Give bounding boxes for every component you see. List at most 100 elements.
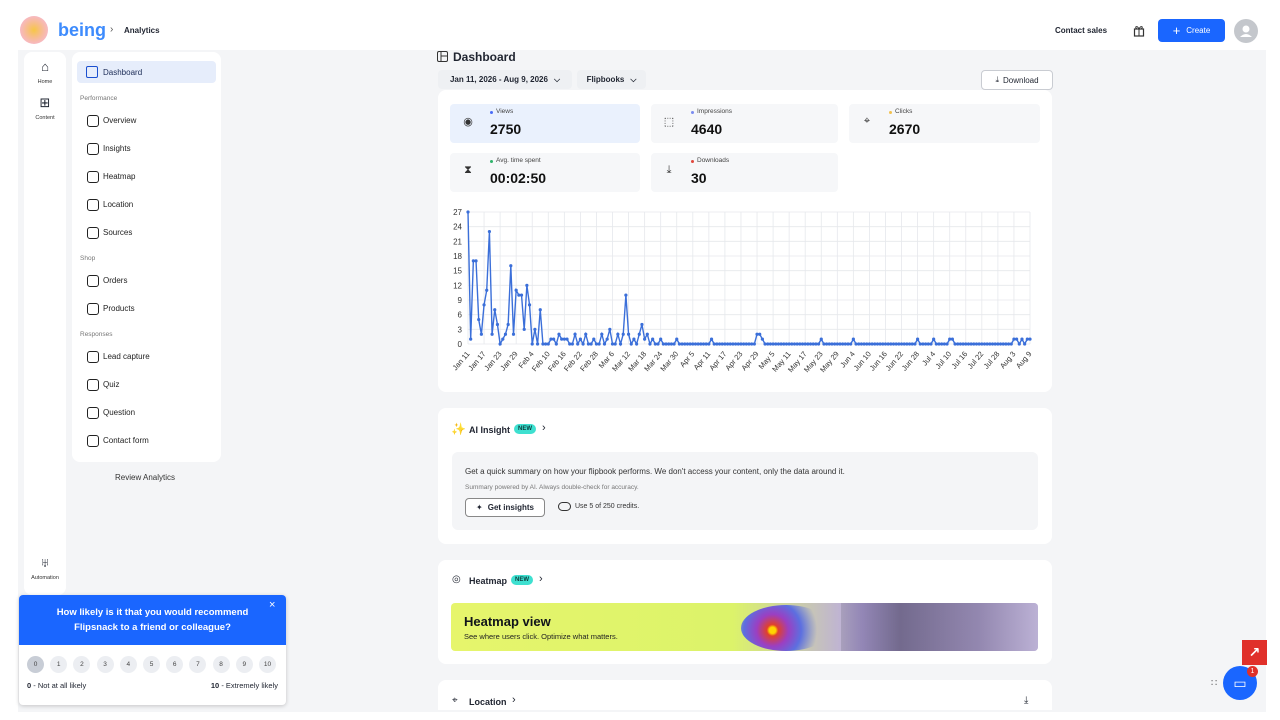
nav-icon[interactable] [87,227,99,239]
scale-option[interactable]: 7 [189,656,207,673]
scale-option[interactable]: 2 [73,656,91,673]
scale-option[interactable]: 4 [119,656,137,673]
nav-item[interactable]: Insights [103,144,131,153]
point [760,337,764,341]
review-analytics[interactable]: Review Analytics [115,473,176,482]
scale-option[interactable]: 5 [143,656,160,673]
nav-icon[interactable] [87,275,99,287]
point [605,337,609,341]
rail-icon[interactable]: ♅ [40,555,50,570]
nav-icon[interactable] [87,199,99,211]
nav-item[interactable]: Heatmap [103,172,136,181]
nav-icon[interactable] [87,143,99,155]
point [546,342,550,346]
heatmap-title[interactable]: Heatmap [469,576,508,586]
point [549,337,553,341]
point [734,342,738,346]
rail-icon[interactable]: ⌂ [41,59,49,74]
rail-icon[interactable]: ⊞ [39,95,51,110]
breadcrumb[interactable]: Analytics [124,26,160,35]
brand[interactable]: being [58,20,106,40]
header [0,12,1280,50]
point [854,342,858,346]
stat-card[interactable]: ⧗ Avg. time spent 00:02:50 [450,153,640,192]
heatmap-banner[interactable]: Heatmap view See where users click. Opti… [451,603,1038,651]
point [1004,342,1008,346]
chevron[interactable]: › [542,422,546,434]
point [535,342,540,346]
flipsnack-button[interactable]: ↗ [1242,640,1267,665]
point [653,342,657,346]
nav-icon[interactable] [87,407,99,419]
download-icon[interactable]: ⤓ [1024,695,1029,706]
scale-option[interactable]: 6 [166,656,184,673]
nav-item[interactable]: Orders [103,276,128,285]
breadcrumb-separator: › [110,24,114,35]
point [897,342,901,346]
stat-card[interactable]: ⬚ Impressions 4640 [651,104,838,143]
stat-card[interactable]: ⤓ Downloads 30 [651,153,838,192]
stat-value: 2750 [490,121,522,137]
scale-option[interactable]: 0 [27,656,44,673]
rail-label[interactable]: Automation [31,575,59,581]
point [771,342,775,346]
nav-icon[interactable] [87,379,99,391]
stat-card[interactable]: ⌖ Clicks 2670 [849,104,1040,143]
nav-icon [86,66,98,78]
point [816,342,821,346]
contact-sales[interactable]: Contact sales [1055,26,1108,35]
point [859,342,863,346]
point [554,342,558,346]
chevron[interactable]: › [539,573,543,585]
high-anchor: 10 - Extremely likely [211,681,278,690]
gift-icon[interactable] [1133,25,1145,37]
stat-card[interactable]: ◉ Views 2750 [450,104,640,143]
drag-handle[interactable]: ∷ [1211,678,1218,689]
scale-option[interactable]: 9 [235,656,253,673]
nav-section-title: Performance [80,95,118,102]
point [562,337,566,341]
rail-label[interactable]: Content [35,115,55,121]
point [849,342,853,346]
create-plus: + [1172,23,1181,38]
nav-item[interactable]: Question [103,408,136,417]
nav-icon[interactable] [87,171,99,183]
nav-icon[interactable] [87,351,99,363]
point [744,342,748,346]
point [907,342,912,346]
chevron[interactable]: › [512,694,516,706]
nav-item-active[interactable]: Dashboard [77,61,216,83]
nav-item[interactable]: Lead capture [103,352,150,361]
scale-option[interactable]: 1 [50,656,68,673]
nav-item[interactable]: Overview [103,116,137,125]
close-button[interactable]: × [269,599,276,611]
filter-picker[interactable]: Flipbooks ⌵ [577,70,646,89]
scale-option[interactable]: 10 [259,656,276,673]
point [889,342,893,346]
nav-item[interactable]: Contact form [103,436,149,445]
location-title[interactable]: Location [469,697,507,707]
scale-option[interactable]: 8 [212,656,230,673]
point [878,342,882,346]
download-button[interactable]: ⤓ Download [981,70,1053,90]
point [530,342,534,346]
nav-item[interactable]: Sources [103,228,133,237]
nav-icon[interactable] [87,435,99,447]
avatar[interactable] [1234,19,1258,43]
get-insights-button[interactable]: ✦ Get insights [465,498,545,517]
nav-icon[interactable] [87,303,99,315]
rail-label[interactable]: Home [37,79,53,85]
nav-item[interactable]: Products [103,304,135,313]
y-tick-label: 6 [458,311,463,320]
nav-item[interactable]: Quiz [103,380,120,389]
point [833,342,837,346]
nav-item[interactable]: Location [103,200,134,209]
scale-option[interactable]: 3 [96,656,114,673]
ai-insight-title[interactable]: AI Insight [469,425,510,435]
point [723,342,727,346]
date-range-picker[interactable]: Jan 11, 2026 - Aug 9, 2026 ⌵ [438,70,572,89]
create-button[interactable]: + Create [1158,19,1225,42]
point [934,342,938,346]
point [790,342,794,346]
nav-icon[interactable] [87,115,99,127]
